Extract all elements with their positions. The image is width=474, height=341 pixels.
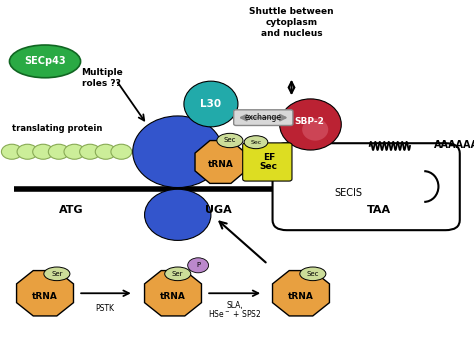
Text: Sec: Sec bbox=[250, 140, 262, 145]
Ellipse shape bbox=[300, 267, 326, 281]
Text: EF
Sec: EF Sec bbox=[260, 153, 278, 171]
Circle shape bbox=[17, 144, 38, 159]
Polygon shape bbox=[17, 270, 73, 316]
Ellipse shape bbox=[145, 189, 211, 240]
Text: TAA: TAA bbox=[367, 205, 391, 214]
Text: L30: L30 bbox=[201, 99, 221, 109]
Text: tRNA: tRNA bbox=[208, 160, 233, 169]
Ellipse shape bbox=[9, 45, 81, 78]
Text: tRNA: tRNA bbox=[160, 292, 186, 301]
Text: UGA: UGA bbox=[205, 205, 231, 214]
Ellipse shape bbox=[165, 267, 191, 281]
Text: P: P bbox=[196, 262, 200, 268]
Circle shape bbox=[95, 144, 116, 159]
Ellipse shape bbox=[244, 136, 268, 149]
Ellipse shape bbox=[217, 133, 243, 148]
Text: Shuttle between
cytoplasm
and nucleus: Shuttle between cytoplasm and nucleus bbox=[249, 7, 334, 38]
Text: AAAAAA: AAAAAA bbox=[434, 140, 474, 150]
Circle shape bbox=[80, 144, 100, 159]
Text: SECp43: SECp43 bbox=[24, 56, 66, 66]
Text: Ser: Ser bbox=[172, 271, 183, 277]
Text: exchange: exchange bbox=[245, 113, 282, 122]
Circle shape bbox=[64, 144, 85, 159]
Polygon shape bbox=[145, 270, 201, 316]
Circle shape bbox=[188, 258, 209, 273]
Text: Multiple
roles ??: Multiple roles ?? bbox=[81, 68, 123, 88]
Text: SECIS: SECIS bbox=[334, 188, 363, 198]
FancyBboxPatch shape bbox=[243, 143, 292, 181]
Text: tRNA: tRNA bbox=[32, 292, 58, 301]
Ellipse shape bbox=[184, 81, 238, 127]
Polygon shape bbox=[273, 270, 329, 316]
Text: HSe$^-$ + SPS2: HSe$^-$ + SPS2 bbox=[208, 308, 262, 319]
Circle shape bbox=[48, 144, 69, 159]
Ellipse shape bbox=[44, 267, 70, 281]
Polygon shape bbox=[195, 140, 246, 183]
Text: SBP-2: SBP-2 bbox=[294, 117, 324, 125]
Text: PSTK: PSTK bbox=[96, 304, 115, 313]
Text: Ser: Ser bbox=[51, 271, 63, 277]
Circle shape bbox=[111, 144, 132, 159]
Ellipse shape bbox=[133, 116, 223, 188]
Circle shape bbox=[33, 144, 54, 159]
Text: SLA,: SLA, bbox=[226, 301, 243, 310]
FancyBboxPatch shape bbox=[273, 143, 460, 230]
Text: Sec: Sec bbox=[224, 137, 236, 144]
Ellipse shape bbox=[280, 99, 341, 150]
Text: translating protein: translating protein bbox=[12, 124, 102, 133]
Text: ATG: ATG bbox=[59, 205, 83, 214]
Text: tRNA: tRNA bbox=[288, 292, 314, 301]
Ellipse shape bbox=[302, 118, 328, 141]
Circle shape bbox=[1, 144, 22, 159]
Text: Sec: Sec bbox=[307, 271, 319, 277]
FancyBboxPatch shape bbox=[234, 110, 293, 125]
